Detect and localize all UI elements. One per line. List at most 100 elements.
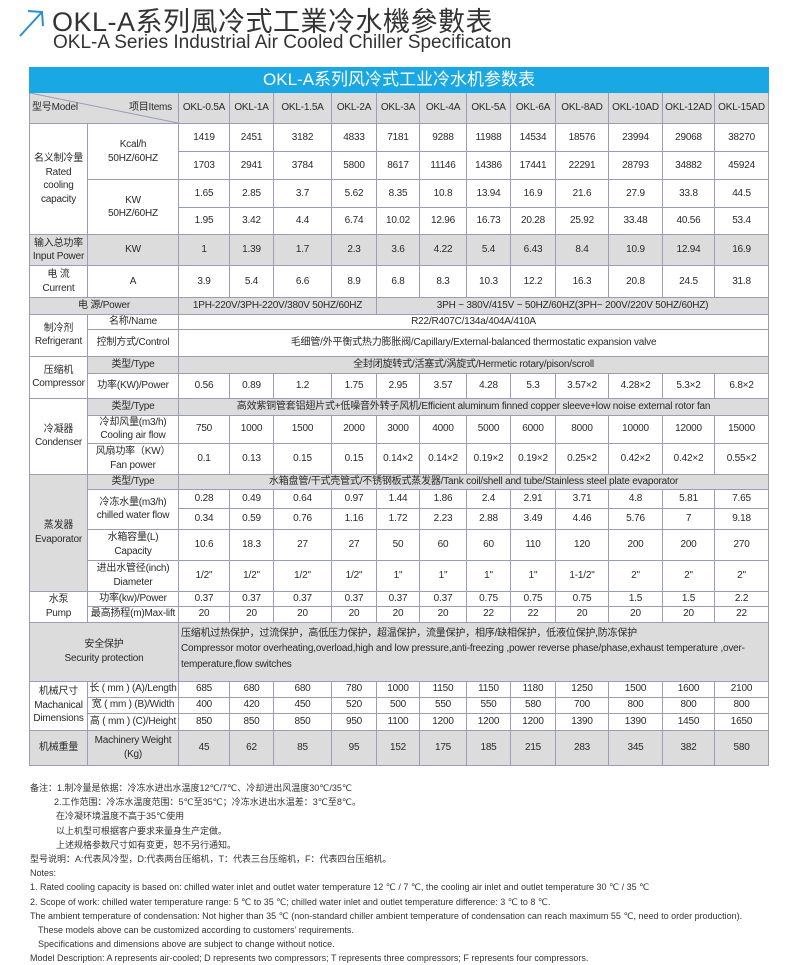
cell-pump-lift-2: 20 bbox=[273, 605, 332, 623]
cell-cooling-kw-60-11: 53.4 bbox=[713, 207, 770, 235]
cell-cooling-kw-50-3: 5.62 bbox=[331, 179, 377, 208]
cell-evaporator-diameter-4: 1" bbox=[376, 559, 420, 592]
cell-pump-lift-11: 22 bbox=[713, 605, 770, 623]
cell-power-three-phase: 3PH ~ 380V/415V ~ 50HZ/60HZ(3PH~ 200V/22… bbox=[375, 297, 770, 315]
note-en-4: These models above can be customized acc… bbox=[38, 924, 354, 935]
cell-refrigerant-label: 制冷剂 Refrigerant bbox=[29, 314, 88, 357]
cell-compressor-power-0: 0.56 bbox=[178, 372, 230, 399]
table-row: 制冷剂 Refrigerant 名称/Name R22/R407C/134a/404… bbox=[29, 314, 770, 357]
cell-condenser-fan-0: 0.1 bbox=[178, 442, 230, 475]
cell-cooling-kw-50-1: 2.85 bbox=[229, 179, 274, 208]
cell-cooling-kw-unit: KW 50HZ/60HZ bbox=[87, 179, 179, 235]
cell-input-power-values-10: 12.94 bbox=[662, 234, 715, 266]
cell-evaporator-diameter-7: 1" bbox=[510, 559, 556, 592]
table-row: OKL-A系列风冷式工业冷水机参数表 bbox=[28, 67, 770, 93]
cell-cooling-kcal-50-9: 23994 bbox=[608, 123, 663, 152]
cell-evaporator-capacity-9: 200 bbox=[608, 528, 663, 561]
cell-evaporator-capacity-0: 10.6 bbox=[178, 528, 230, 561]
cell-pump-lift-7: 22 bbox=[510, 605, 556, 623]
cell-cooling-kcal-60-10: 34882 bbox=[662, 151, 715, 180]
cell-dimensions-length-6: 1150 bbox=[466, 680, 511, 698]
cell-table-models-3: OKL-2A bbox=[331, 92, 377, 124]
cell-pump-power-9: 1.5 bbox=[608, 590, 663, 607]
cell-dimensions-height-label: 高 ( mm ) (C)/Height bbox=[87, 712, 179, 731]
cell-evaporator-flow-60-6: 2.88 bbox=[466, 507, 511, 530]
table-row: 电 流 Current A 3.9 5.4 6.6 8.9 6.8 8.3 10.3 12.2 16… bbox=[29, 265, 770, 298]
cell-cooling-kw-50-8: 21.6 bbox=[555, 179, 609, 208]
cell-dimensions-length-label: 长 ( mm ) (A)/Length bbox=[87, 680, 179, 698]
cell-input-power-values-5: 4.22 bbox=[419, 234, 467, 266]
cell-weight-label: 机械重量 bbox=[29, 729, 88, 766]
cell-cooling-kw-50-0: 1.65 bbox=[178, 179, 230, 208]
cell-evaporator-diameter-3: 1/2" bbox=[331, 559, 377, 592]
cell-table-models-1: OKL-1A bbox=[229, 92, 274, 124]
cell-current-values-6: 10.3 bbox=[466, 265, 511, 298]
cell-cooling-kw-60-4: 10.02 bbox=[376, 207, 420, 235]
cell-power-single-phase: 1PH-220V/3PH-220V/380V 50HZ/60HZ bbox=[178, 297, 377, 315]
cell-cooling-kcal-50-11: 38270 bbox=[713, 123, 770, 152]
cell-evaporator-flow-60-2: 0.76 bbox=[273, 507, 332, 530]
cell-cooling-kw-50-11: 44.5 bbox=[713, 179, 770, 208]
cell-dimensions-height-2: 850 bbox=[273, 712, 332, 731]
cell-input-power-unit: KW bbox=[87, 234, 179, 266]
cell-table-models-0: OKL-0.5A bbox=[178, 92, 230, 124]
cell-table-models-11: OKL-15AD bbox=[713, 92, 770, 124]
table-row: 功率(KW)/Power 0.56 0.89 1.2 1.75 2.95 3.57 4.28 5… bbox=[30, 372, 770, 399]
cell-evaporator-diameter-0: 1/2" bbox=[178, 559, 230, 592]
cell-dimensions-label: 机械尺寸 Machanical Dimensions bbox=[29, 680, 88, 731]
table-row: KW 50HZ/60HZ 1.65 2.85 3.7 5.62 8.35 10.8 13.94… bbox=[30, 179, 770, 235]
note-zh-4: 以上机型可根据客户要求来量身生产定做。 bbox=[56, 825, 228, 836]
cell-compressor-power-10: 5.3×2 bbox=[662, 372, 715, 399]
cell-input-power-values-1: 1.39 bbox=[229, 234, 274, 266]
cell-weight-values-9: 345 bbox=[608, 729, 663, 766]
security-protection-zh: 压缩机过热保护，过流保护，高低压力保护，超温保护，流量保护，相序/缺相保护，低液… bbox=[181, 627, 637, 639]
cell-condenser-airflow-8: 8000 bbox=[555, 414, 609, 444]
cell-current-values-8: 16.3 bbox=[555, 265, 609, 298]
title-chinese: OKL-A系列風冷式工業冷水機參數表 bbox=[52, 7, 494, 37]
cell-current-values-3: 8.9 bbox=[331, 265, 377, 298]
cell-compressor-power-6: 4.28 bbox=[466, 372, 511, 399]
security-protection-en: Compressor motor overheating,overload,hi… bbox=[181, 643, 745, 670]
cell-dimensions-height-3: 950 bbox=[331, 712, 377, 731]
cell-compressor-power-7: 5.3 bbox=[510, 372, 556, 399]
cell-condenser-type: 高效紫铜管套铝翅片式+低噪音外转子风机/Efficient aluminum f… bbox=[177, 397, 770, 416]
cell-condenser-fan-3: 0.15 bbox=[331, 442, 377, 475]
cell-cooling-kw-60-3: 6.74 bbox=[331, 207, 377, 235]
note-en-3: The ambient temperature of condensation:… bbox=[30, 910, 743, 921]
note-zh-1: 备注：1.制冷量是依据：冷冻水进出水温度12℃/7℃、冷却进出风温度30℃/35… bbox=[30, 783, 352, 793]
note-zh-5: 上述规格参数尺寸如有变更，恕不另行通知。 bbox=[56, 839, 237, 850]
cell-dimensions-width-4: 500 bbox=[376, 696, 420, 714]
cell-dimensions-length-0: 685 bbox=[178, 680, 230, 698]
cell-dimensions-width-10: 800 bbox=[662, 696, 715, 714]
cell-pump-power-4: 0.37 bbox=[376, 590, 420, 607]
cell-evaporator-flow-60-0: 0.34 bbox=[178, 507, 230, 530]
cell-table-models-2: OKL-1.5A bbox=[273, 92, 332, 124]
cell-pump-lift-3: 20 bbox=[331, 605, 377, 623]
cell-condenser-airflow-1: 1000 bbox=[229, 414, 274, 444]
security-protection-text: 压缩机过热保护，过流保护，高低压力保护，超温保护，流量保护，相序/缺相保护，低液… bbox=[177, 621, 770, 682]
cell-condenser-airflow-11: 15000 bbox=[713, 414, 770, 444]
cell-cooling-kcal-60-11: 45924 bbox=[713, 151, 770, 180]
cell-compressor-power-11: 6.8×2 bbox=[713, 372, 770, 399]
cell-dimensions-height-6: 1200 bbox=[466, 712, 511, 731]
cell-compressor-power-5: 3.57 bbox=[419, 372, 467, 399]
table-row: 控制方式/Control 毛细管/外平衡式热力膨胀阀/Capillary/Exte… bbox=[30, 328, 770, 357]
cell-cooling-kcal-50-10: 29068 bbox=[662, 123, 715, 152]
cell-dimensions-length-8: 1250 bbox=[555, 680, 609, 698]
cell-evaporator-capacity-2: 27 bbox=[273, 528, 332, 561]
cell-dimensions-length-1: 680 bbox=[229, 680, 274, 698]
cell-evaporator-capacity-7: 110 bbox=[510, 528, 556, 561]
cell-table-models-8: OKL-8AD bbox=[555, 92, 609, 124]
note-zh-model-description: 型号说明：A:代表风冷型，D:代表两台压缩机，T：代表三台压缩机，F：代表四台压… bbox=[30, 853, 392, 864]
cell-evaporator-diameter-6: 1" bbox=[466, 559, 511, 592]
cell-weight-values-4: 152 bbox=[376, 729, 420, 766]
cell-evaporator-flow-60-3: 1.16 bbox=[331, 507, 377, 530]
cell-evaporator-flow-50-8: 3.71 bbox=[555, 488, 609, 509]
table-row: 冷冻水量(m3/h) chilled water flow 0.28 0.49 0.6… bbox=[30, 488, 770, 530]
cell-evaporator-flow-60-1: 0.59 bbox=[229, 507, 274, 530]
cell-current-values-10: 24.5 bbox=[662, 265, 715, 298]
cell-evaporator-flow-label: 冷冻水量(m3/h) chilled water flow bbox=[87, 488, 179, 530]
cell-weight-values-10: 382 bbox=[662, 729, 715, 766]
cell-current-label: 电 流 Current bbox=[29, 265, 88, 298]
cell-dimensions-length-10: 1600 bbox=[662, 680, 715, 698]
